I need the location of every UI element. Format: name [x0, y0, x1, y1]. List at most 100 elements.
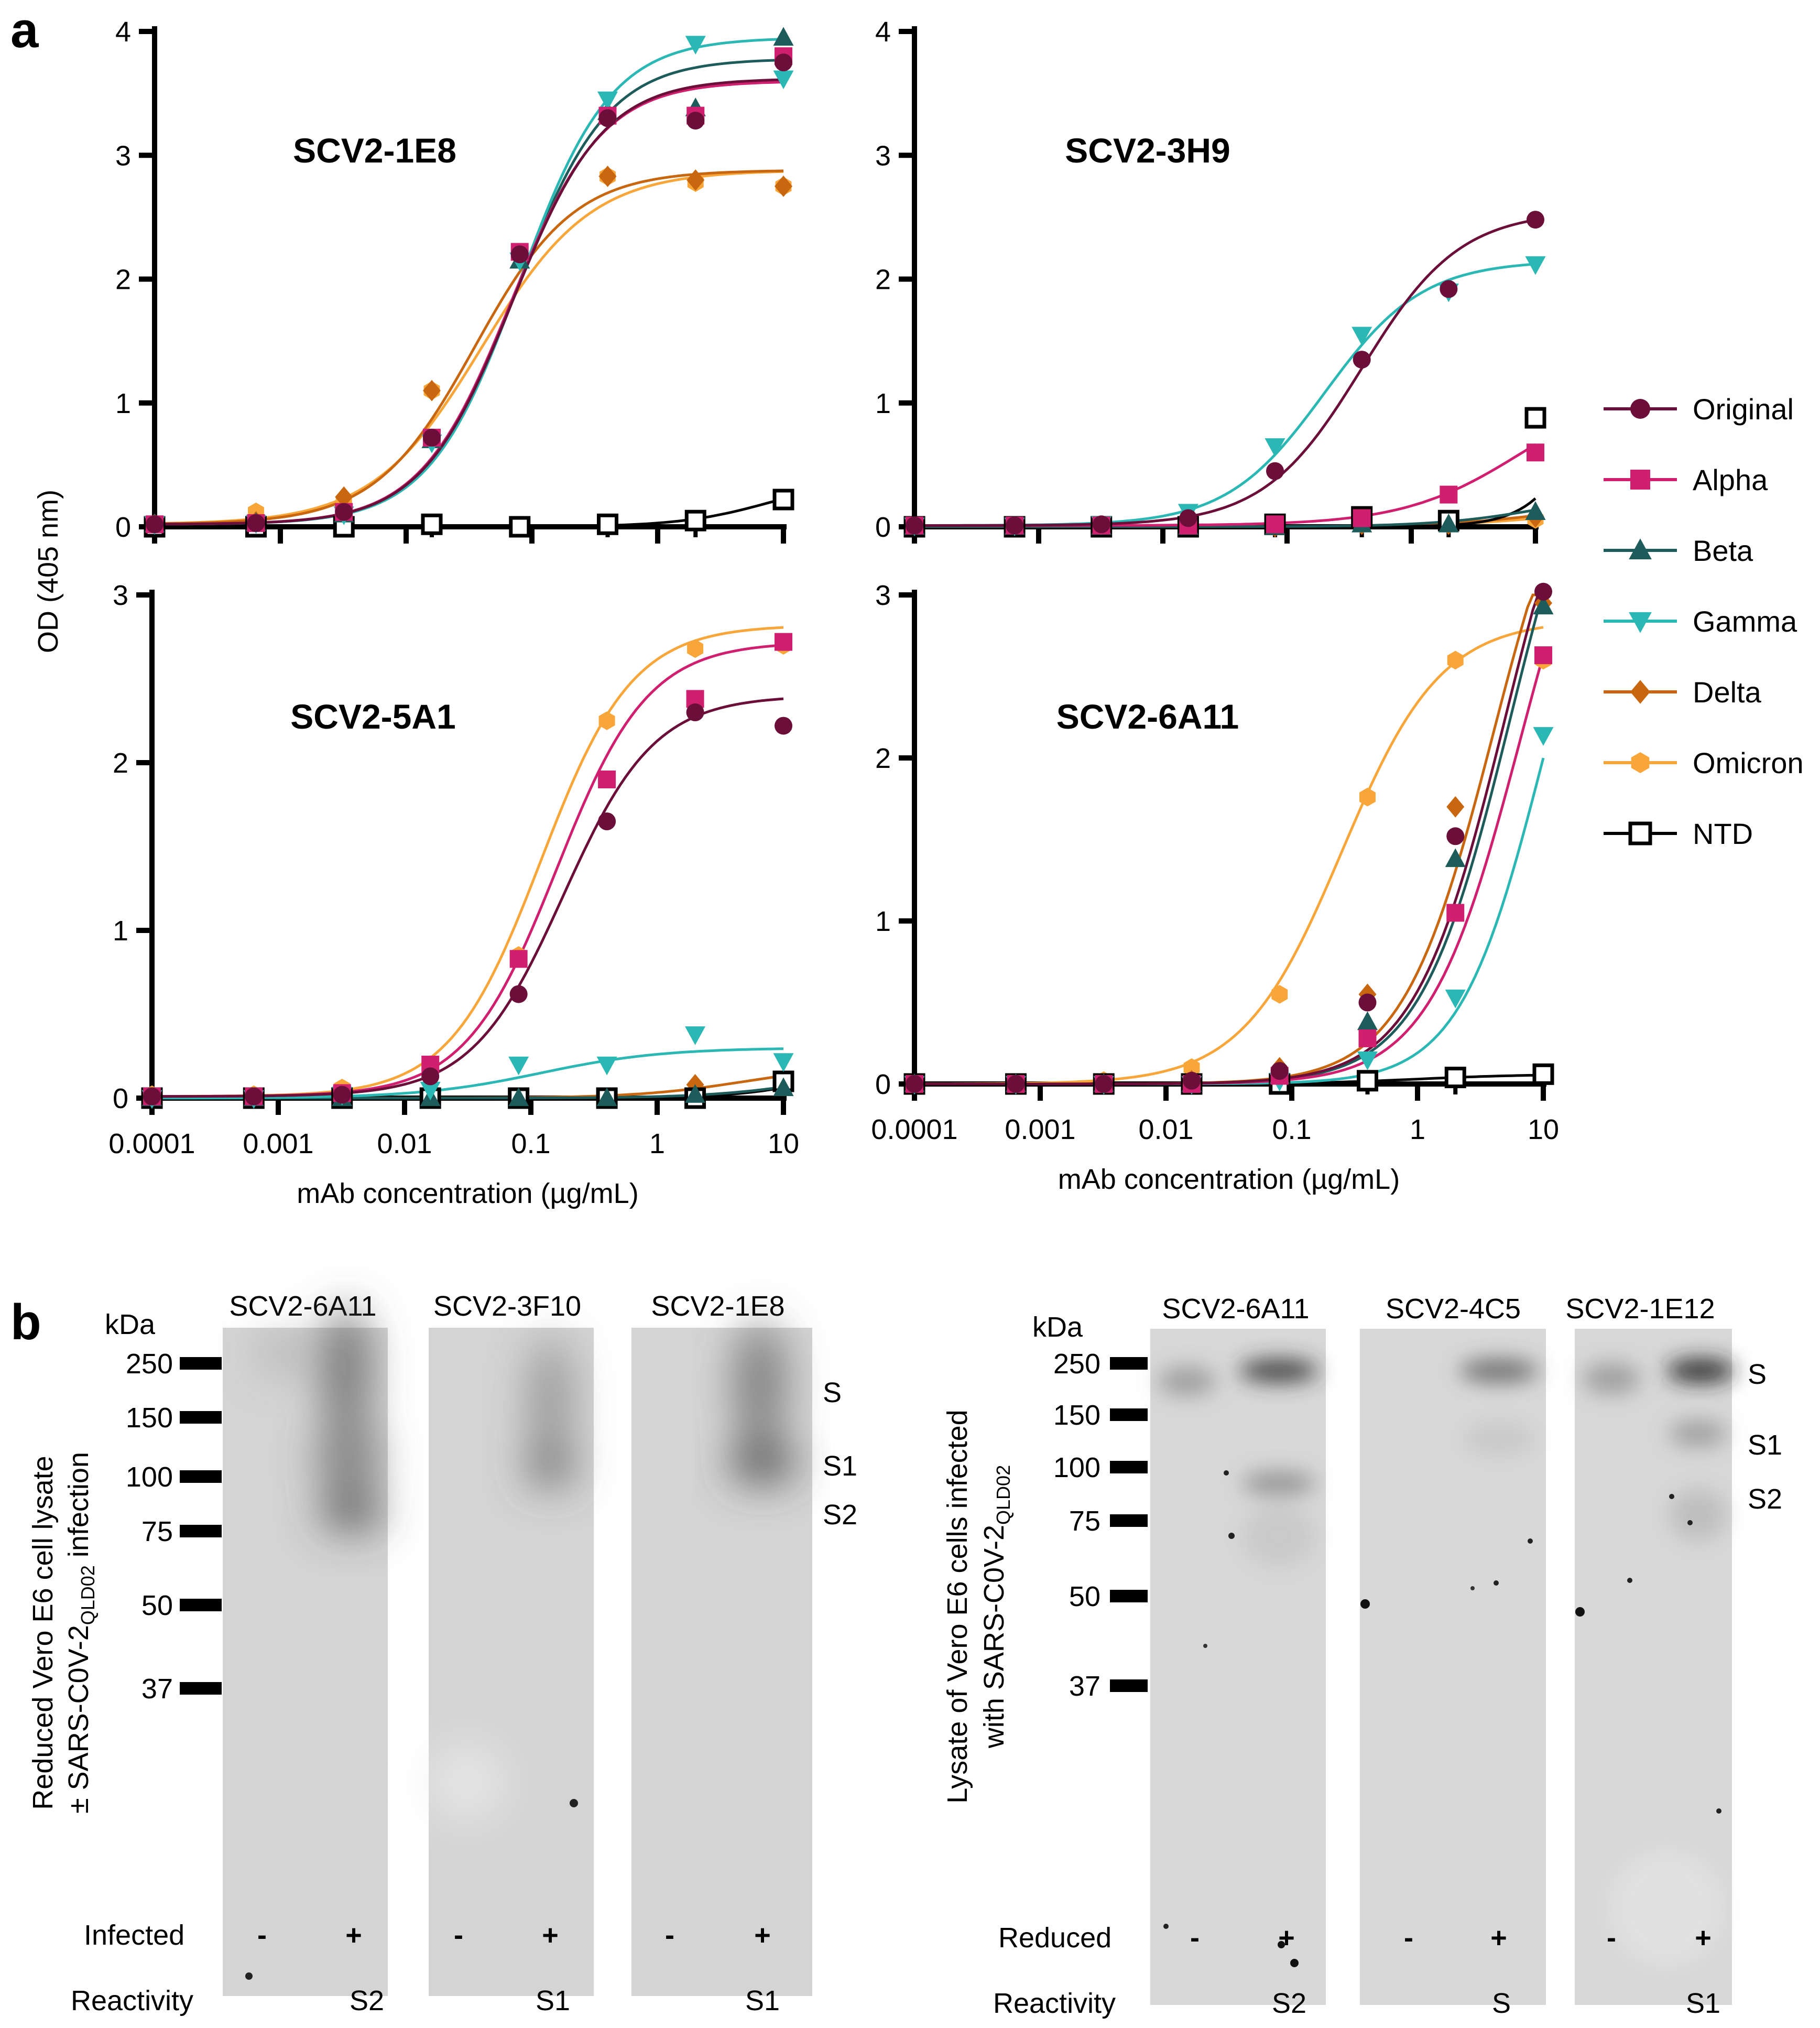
condition-label-infected: Infected [84, 1919, 184, 1951]
data-point [686, 112, 705, 130]
data-point [596, 1056, 617, 1076]
x-tick-label: 10 [1528, 1114, 1559, 1145]
data-point [422, 379, 441, 402]
data-point [1446, 827, 1465, 845]
data-point [1438, 513, 1459, 533]
speck [1290, 1959, 1299, 1967]
blot-left-markers: 250 150 100 75 50 37 [126, 1348, 222, 1705]
gel-membrane [1150, 1329, 1326, 2005]
speck [1716, 1808, 1721, 1814]
data-point [1271, 985, 1288, 1004]
data-point [598, 771, 616, 788]
x-tick-label: 0.001 [1005, 1114, 1075, 1145]
blot-right-gel-1: SCV2-6A11 [1150, 1293, 1326, 2005]
data-point [335, 503, 353, 521]
data-point [686, 703, 704, 721]
data-point [598, 812, 616, 830]
gel-bands [1158, 1359, 1318, 1567]
series-delta [146, 166, 792, 535]
plot-title: SCV2-3H9 [1065, 131, 1230, 170]
blot-left: Reduced Vero E6 cell lysate ± SARS-C0V-2… [27, 1290, 857, 2016]
legend-label: Alpha [1693, 463, 1768, 496]
data-point [333, 1086, 351, 1104]
lane-plus: + [754, 1919, 771, 1951]
condition-label-reduced: Reduced [998, 1922, 1111, 1954]
blot-left-gel-2: SCV2-3F10 [424, 1290, 594, 1996]
x-tick-label: 0.1 [1272, 1114, 1311, 1145]
legend-label: Beta [1693, 534, 1753, 567]
lane-minus: - [1607, 1922, 1616, 1954]
y-tick-label: 2 [115, 264, 131, 296]
data-point [598, 166, 617, 187]
y-tick-label: 1 [875, 388, 891, 419]
gel-bands [424, 1337, 574, 1824]
x-axis-label: mAb concentration (µg/mL) [297, 1178, 638, 1209]
data-point [1006, 516, 1024, 535]
data-point [1525, 256, 1546, 275]
data-point [1534, 582, 1552, 601]
data-point [1266, 462, 1284, 480]
legend-label: NTD [1693, 817, 1753, 850]
reactivity-value: S2 [350, 1985, 384, 2016]
blot-right-markers: 250 150 100 75 50 37 [1053, 1348, 1148, 1702]
marker-label: 250 [1053, 1348, 1100, 1380]
fit-curve-original [152, 697, 784, 1098]
legend-item-gamma: Gamma [1604, 605, 1797, 638]
data-point [1353, 509, 1371, 527]
fit-curve-beta [154, 59, 784, 526]
blot-left-gel-1: SCV2-6A11 [223, 1290, 388, 1996]
marker-bar [180, 1470, 222, 1483]
speck [1528, 1538, 1533, 1544]
marker-label: 75 [1069, 1505, 1100, 1537]
panel-b: b Reduced Vero E6 cell lysate ± SARS-C0V… [10, 1290, 1782, 2019]
speck [1360, 1599, 1370, 1609]
data-point [773, 70, 794, 90]
marker-bar [1110, 1679, 1148, 1692]
x-tick-label: 10 [768, 1128, 799, 1159]
gel-title: SCV2-6A11 [1162, 1293, 1309, 1325]
band-label-s1: S1 [1748, 1429, 1782, 1461]
gel-title: SCV2-3F10 [433, 1290, 581, 1322]
data-point [1356, 1070, 1378, 1092]
fit-curve-alpha [155, 81, 784, 526]
data-point [1092, 515, 1110, 534]
data-point [1440, 280, 1458, 298]
data-point [1265, 438, 1285, 457]
elisa-plot-3: 0 1 2 3 0.0001 0.001 0.01 0.1 1 10 mAb concentrati… [108, 580, 799, 1209]
marker-bar [180, 1599, 222, 1611]
x-tick-label: 0.1 [511, 1128, 550, 1159]
elisa-plots: 0 1 2 3 4 SCV2-1E8 0 1 2 3 4 SCV2-3H9 0 1 2 3 0.0001 0.00… [108, 16, 1559, 1209]
speck [1687, 1520, 1693, 1525]
series-original [906, 211, 1544, 535]
speck [1669, 1494, 1674, 1499]
data-point [422, 428, 441, 447]
data-point [1179, 509, 1197, 527]
data-point [1358, 1029, 1377, 1047]
data-point [1358, 993, 1377, 1012]
data-point [1353, 351, 1371, 369]
marker-label: 250 [126, 1348, 173, 1380]
marker-label: 37 [141, 1673, 173, 1705]
data-point [335, 486, 353, 508]
speck [1494, 1580, 1499, 1586]
lane-plus: + [542, 1919, 559, 1951]
data-point [684, 509, 706, 532]
legend-item-omicron: Omicron [1604, 746, 1804, 779]
data-point [508, 1056, 529, 1076]
blot-left-side-label-line1: Reduced Vero E6 cell lysate [27, 1456, 59, 1809]
legend: Original Alpha Beta Gamma Delta Omicron NTD [1604, 393, 1804, 850]
reactivity-value: S [1492, 1988, 1511, 2019]
data-point [1533, 595, 1554, 615]
legend-item-beta: Beta [1604, 534, 1753, 567]
data-point [1183, 1058, 1200, 1077]
marker-bar [1110, 1590, 1148, 1602]
series-original [906, 582, 1552, 1093]
data-point [247, 514, 265, 532]
marker-bar [180, 1682, 222, 1695]
data-point [1446, 904, 1465, 922]
data-point [1359, 787, 1376, 807]
legend-label: Delta [1693, 676, 1762, 709]
blot-left-kda-label: kDa [105, 1309, 156, 1340]
data-point [421, 513, 443, 535]
